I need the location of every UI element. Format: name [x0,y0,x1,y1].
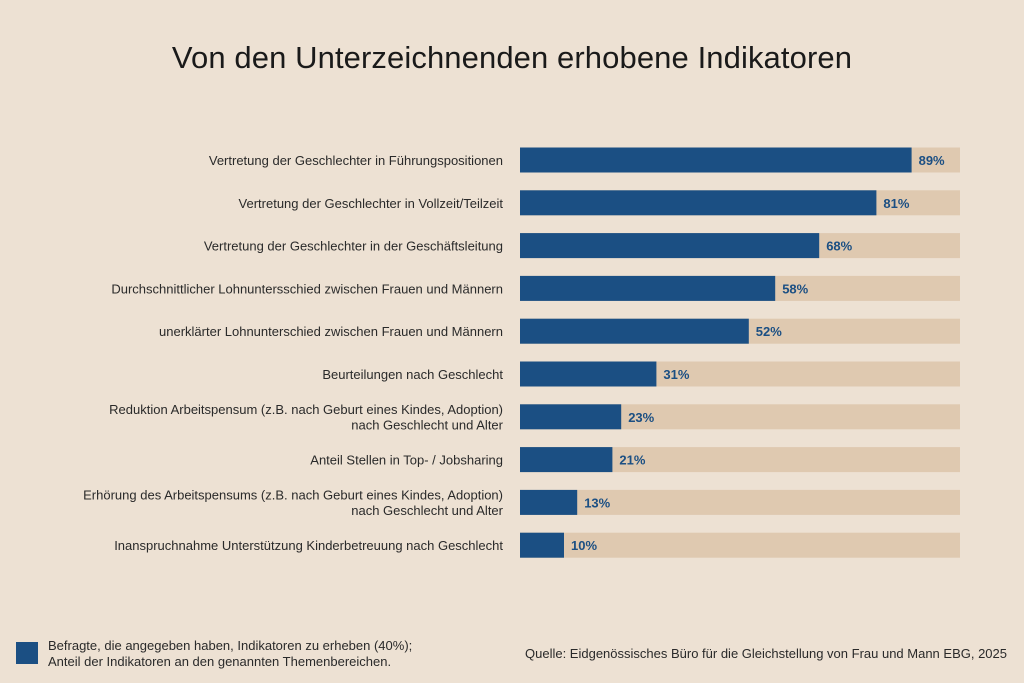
legend: Befragte, die angegeben haben, Indikator… [16,638,412,670]
bar [520,190,877,216]
value-label: 21% [619,453,645,468]
bar [520,275,776,301]
legend-swatch [16,642,38,664]
category-label: nach Geschlecht und Alter [351,418,503,433]
bar-chart: 89% Vertretung der Geschlechter in Führun… [83,147,960,558]
category-label: Beurteilungen nach Geschlecht [322,367,503,382]
bar [520,361,657,387]
value-label: 68% [826,239,852,254]
bar [520,447,613,473]
chart-title: Von den Unterzeichnenden erhobene Indika… [171,40,853,75]
legend-line-2: Anteil der Indikatoren an den genannten … [48,654,392,669]
category-label: unerklärter Lohnunterschied zwischen Fra… [159,324,503,339]
category-label: Inanspruchnahme Unterstützung Kinderbetr… [114,538,503,553]
value-label: 10% [571,538,597,553]
bar [520,404,622,430]
value-label: 81% [883,196,909,211]
category-label: Vertretung der Geschlechter in Führungsp… [209,153,503,168]
category-label: Vertretung der Geschlechter in Vollzeit/… [239,196,504,211]
bar-track [520,489,960,515]
category-label: Erhörung des Arbeitspensums (z.B. nach G… [83,488,503,503]
bar-track [520,532,960,558]
value-label: 23% [628,410,654,425]
value-label: 13% [584,495,610,510]
bar [520,233,820,259]
bar [520,147,912,173]
bar [520,532,564,558]
bar [520,318,749,344]
value-label: 89% [919,153,945,168]
legend-text: Befragte, die angegeben haben, Indikator… [48,638,412,670]
bar [520,489,578,515]
category-label: Vertretung der Geschlechter in der Gesch… [204,239,503,254]
legend-line-1: Befragte, die angegeben haben, Indikator… [48,638,413,653]
value-label: 31% [663,367,689,382]
category-label: Reduktion Arbeitspensum (z.B. nach Gebur… [109,402,503,417]
category-label: Durchschnittlicher Lohnuntersschied zwis… [111,281,503,296]
category-label: Anteil Stellen in Top- / Jobsharing [310,453,503,468]
value-label: 52% [756,324,782,339]
source-note: Quelle: Eidgenössisches Büro für die Gle… [525,646,1007,661]
category-label: nach Geschlecht und Alter [351,503,503,518]
value-label: 58% [782,281,808,296]
